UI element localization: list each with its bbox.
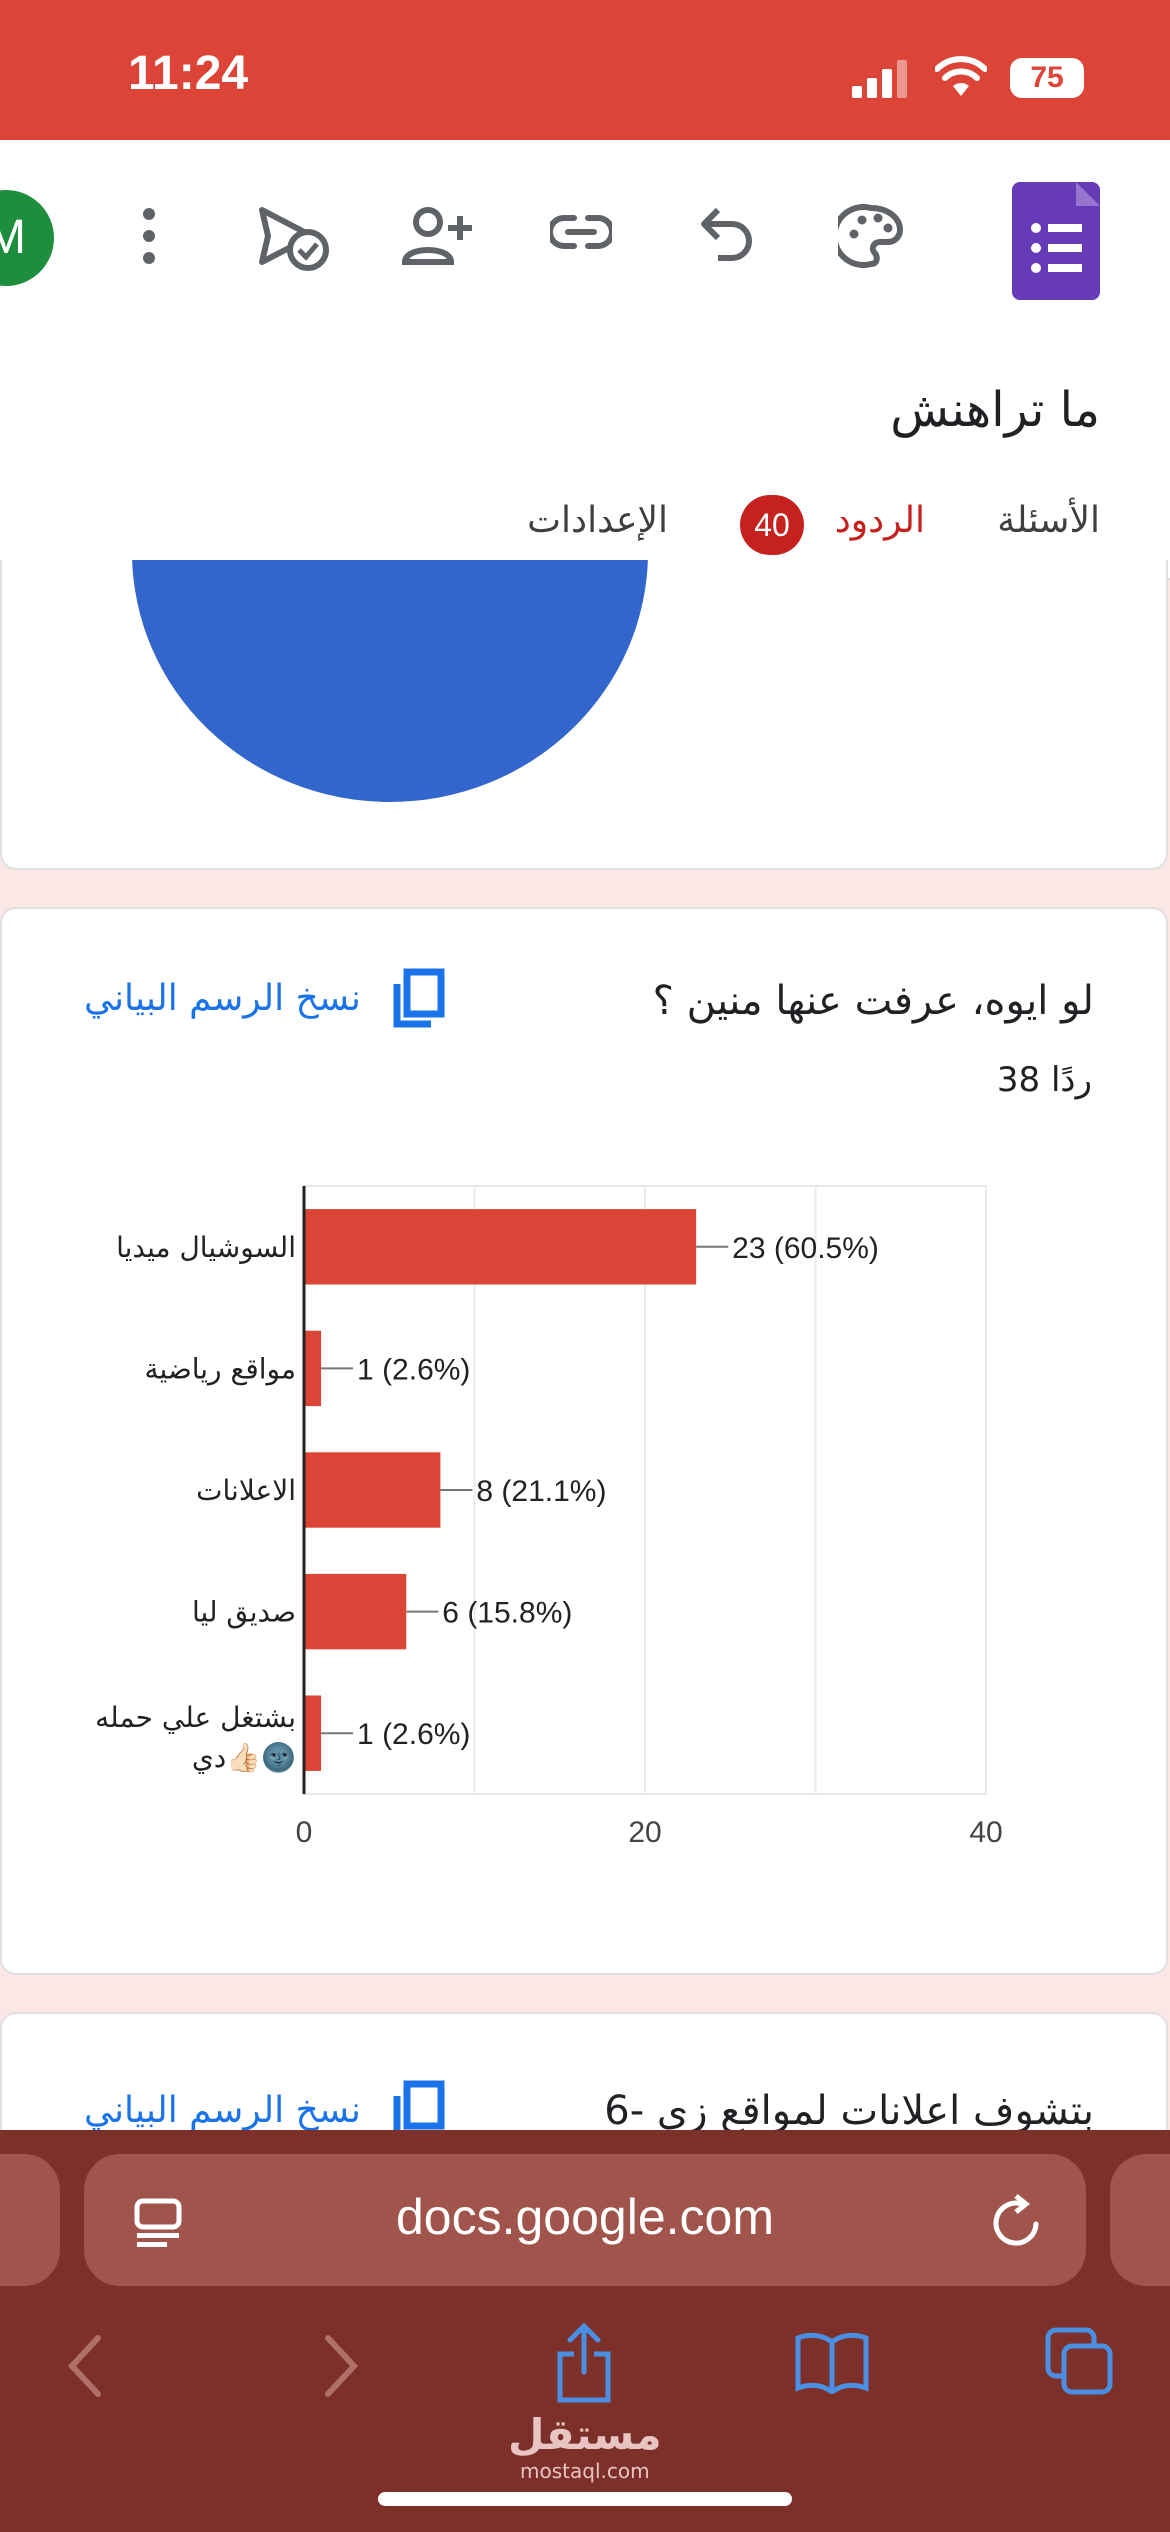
google-forms-icon[interactable] xyxy=(1012,182,1100,300)
x-tick-label: 40 xyxy=(969,1816,1002,1849)
battery-indicator: 75 xyxy=(1010,58,1084,98)
bar xyxy=(304,1695,322,1771)
category-label: صديق ليا xyxy=(192,1596,296,1629)
send-check-icon[interactable] xyxy=(258,206,330,272)
undo-icon[interactable] xyxy=(698,206,754,264)
copy-chart-button[interactable]: نسخ الرسم البياني xyxy=(84,968,445,1028)
response-count: 38 ردًا xyxy=(996,1060,1092,1100)
status-bar: 11:24 75 xyxy=(0,0,1170,140)
category-label: بشتغل علي حمله دي👍🏻🌚 xyxy=(95,1701,296,1774)
bar xyxy=(304,1330,322,1407)
app-bar xyxy=(0,140,1170,580)
data-label: 6 (15.8%) xyxy=(442,1597,572,1630)
share-icon[interactable] xyxy=(554,2320,614,2404)
next-tab-peek[interactable] xyxy=(1110,2154,1170,2286)
category-label: السوشيال ميديا xyxy=(116,1231,296,1264)
wifi-icon xyxy=(935,56,987,96)
data-label: 23 (60.5%) xyxy=(732,1232,879,1265)
bar-chart: 0 20 40 23 (60.5%) السوشيال ميديا 1 (2.6%) موا… xyxy=(95,1185,1003,1849)
next-question-title: 6- بتشوف اعلانات لمواقع زي xyxy=(604,2088,1094,2134)
copy-icon xyxy=(393,968,445,1028)
link-icon[interactable] xyxy=(550,212,612,252)
x-tick-label: 20 xyxy=(628,1816,661,1849)
cellular-signal-icon xyxy=(852,60,907,98)
previous-tab-peek[interactable] xyxy=(0,2154,60,2286)
responses-count-badge: 40 xyxy=(740,495,804,555)
reload-icon[interactable] xyxy=(992,2194,1044,2250)
more-vert-icon[interactable] xyxy=(136,206,162,266)
bar xyxy=(304,1209,697,1285)
tab-settings[interactable]: الإعدادات xyxy=(527,500,668,541)
back-icon[interactable] xyxy=(66,2334,106,2398)
tab-questions[interactable]: الأسئلة xyxy=(997,500,1100,541)
form-title: ما تراهنش xyxy=(890,382,1100,438)
status-time: 11:24 xyxy=(128,47,249,100)
next-copy-chart-label: نسخ الرسم البياني xyxy=(84,2089,361,2131)
x-tick-label: 0 xyxy=(296,1816,313,1849)
bookmarks-icon[interactable] xyxy=(794,2332,870,2394)
bar xyxy=(304,1573,407,1650)
data-label: 1 (2.6%) xyxy=(357,1353,470,1386)
category-label: الاعلانات xyxy=(196,1474,296,1507)
forward-icon[interactable] xyxy=(320,2334,360,2398)
bar xyxy=(304,1452,441,1528)
category-label: مواقع رياضية xyxy=(144,1352,296,1385)
data-label: 1 (2.6%) xyxy=(357,1718,470,1751)
data-label: 8 (21.1%) xyxy=(476,1475,606,1508)
address-bar[interactable]: docs.google.com xyxy=(84,2154,1086,2286)
url-text[interactable]: docs.google.com xyxy=(395,2189,774,2245)
tabs-icon[interactable] xyxy=(1044,2326,1114,2396)
pie-chart-slice xyxy=(132,560,648,802)
previous-question-card xyxy=(0,560,1168,870)
forms-list-icon xyxy=(1031,182,1100,273)
home-indicator[interactable] xyxy=(378,2492,792,2506)
reader-icon[interactable] xyxy=(134,2198,182,2248)
watermark-logo-text: مستقل xyxy=(508,2410,662,2459)
watermark: مستقل mostaql.com xyxy=(508,2410,662,2483)
copy-chart-label: نسخ الرسم البياني xyxy=(84,977,361,1019)
tab-responses[interactable]: الردود xyxy=(834,500,925,541)
watermark-url: mostaql.com xyxy=(520,2459,650,2483)
question-title: لو ايوه، عرفت عنها منين ؟ xyxy=(652,978,1094,1024)
add-person-icon[interactable] xyxy=(402,206,472,266)
palette-icon[interactable] xyxy=(838,204,904,268)
question-card xyxy=(0,907,1168,1975)
